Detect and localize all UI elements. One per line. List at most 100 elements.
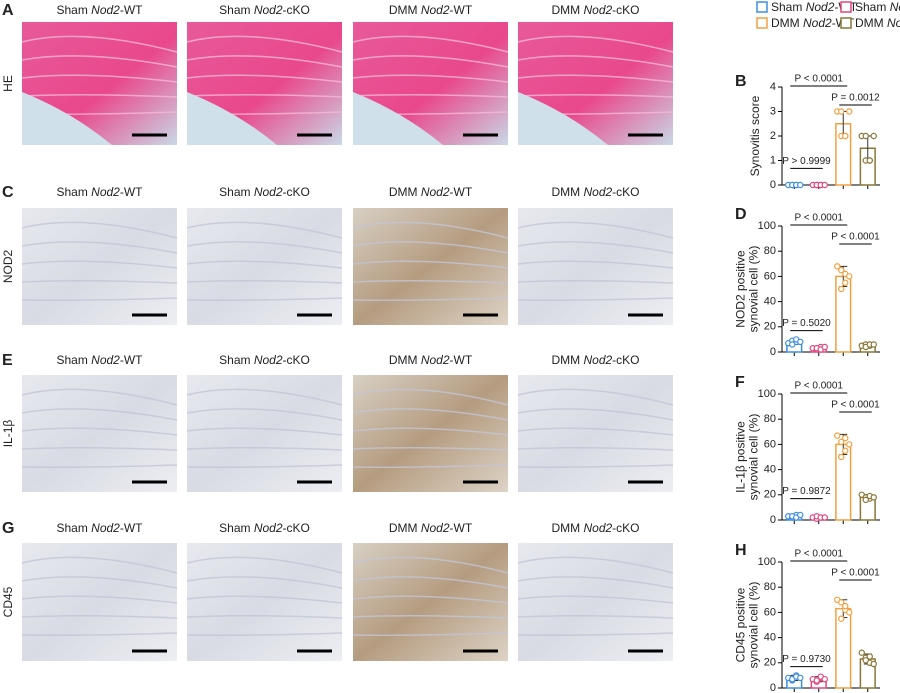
- tissue-fold: [186, 556, 343, 574]
- tissue-fold: [517, 556, 674, 574]
- tissue-fold: [186, 241, 343, 254]
- data-point: [838, 615, 845, 622]
- tissue-fold: [517, 614, 674, 619]
- micrograph: [187, 208, 342, 325]
- data-point: [846, 441, 853, 448]
- group-label: DMM Nod2-cKO: [551, 521, 639, 535]
- label-prefix: DMM: [855, 16, 887, 30]
- label-prefix: DMM: [551, 3, 583, 17]
- group-label: Sham Nod2-WT: [56, 3, 143, 17]
- label-prefix: DMM: [551, 521, 583, 535]
- label-suffix: -WT: [450, 185, 473, 199]
- data-point: [797, 674, 804, 682]
- tissue-fold: [352, 297, 509, 301]
- micrograph: [353, 208, 508, 325]
- label-suffix: -WT: [450, 3, 473, 17]
- label-prefix: Sham: [56, 3, 91, 17]
- tissue-fold: [186, 614, 343, 619]
- tissue-fold: [352, 464, 509, 468]
- data-point: [789, 341, 796, 348]
- tissue-fold: [186, 576, 343, 589]
- data-point: [838, 438, 845, 446]
- panel-letter: C: [2, 184, 14, 201]
- micrograph: [518, 208, 673, 325]
- data-point: [842, 434, 849, 442]
- p-value: P = 0.9872: [782, 486, 831, 497]
- y-tick-label: 40: [764, 464, 776, 476]
- micrograph: [22, 543, 177, 661]
- p-value: P = 0.5020: [782, 318, 831, 329]
- tissue-fold: [21, 427, 178, 436]
- group-label: Sham Nod2-WT: [56, 521, 143, 535]
- panel-letter: B: [735, 73, 747, 90]
- y-tick-label: 2: [770, 130, 776, 142]
- tissue-fold: [352, 260, 509, 269]
- gene-name: Nod2: [421, 3, 450, 17]
- joint-space: [518, 92, 608, 145]
- tissue-fold: [352, 74, 509, 83]
- data-point: [821, 514, 828, 521]
- panel-letter: E: [2, 352, 13, 369]
- stain-label: NOD2: [1, 250, 15, 284]
- joint-space: [187, 92, 277, 145]
- micrograph: [353, 543, 508, 661]
- tissue-fold: [21, 614, 178, 619]
- data-point: [797, 181, 804, 189]
- group-label: Sham Nod2-cKO: [219, 353, 310, 367]
- y-tick-label: 0: [770, 682, 776, 693]
- group-label: DMM Nod2-WT: [389, 353, 473, 367]
- y-tick-label: 20: [764, 321, 776, 333]
- gene-name: Nod2: [254, 521, 283, 535]
- tissue-fold: [517, 35, 674, 53]
- data-point: [846, 108, 853, 115]
- p-value: P < 0.0001: [795, 213, 844, 224]
- y-tick-label: 60: [764, 606, 776, 618]
- micrograph: [187, 375, 342, 492]
- tissue-fold: [21, 632, 178, 636]
- tissue-fold: [352, 279, 509, 284]
- tissue-fold: [186, 35, 343, 53]
- stain-label: IL-1β: [1, 420, 15, 448]
- y-axis-label: Synovitis score: [748, 95, 762, 176]
- data-point: [862, 657, 869, 664]
- tissue-fold: [186, 279, 343, 284]
- gene-name: Nod2: [890, 0, 900, 14]
- data-point: [834, 432, 841, 439]
- tissue-fold: [517, 93, 674, 98]
- tissue-fold: [21, 279, 178, 284]
- data-point: [834, 263, 841, 270]
- gene-name: Nod2: [91, 521, 120, 535]
- label-prefix: Sham: [855, 0, 890, 14]
- label-prefix: DMM: [389, 521, 421, 535]
- legend-swatch: [840, 1, 852, 13]
- tissue-fold: [186, 74, 343, 83]
- data-point: [821, 343, 828, 351]
- micrograph: [187, 543, 342, 661]
- group-label: DMM Nod2-WT: [389, 185, 473, 199]
- gene-name: Nod2: [254, 3, 283, 17]
- p-value: P > 0.9999: [782, 156, 831, 167]
- data-point: [870, 132, 877, 140]
- label-prefix: Sham: [56, 353, 91, 367]
- y-axis-label: CD45 positive: [734, 587, 748, 662]
- y-tick-label: 80: [764, 413, 776, 425]
- gene-name: Nod2: [91, 3, 120, 17]
- y-axis-label: IL-1β positive: [734, 421, 748, 493]
- p-value: P < 0.0001: [831, 568, 880, 579]
- panel-letter: A: [2, 2, 14, 19]
- tissue-fold: [21, 464, 178, 468]
- data-point: [870, 494, 877, 501]
- label-prefix: Sham: [219, 185, 254, 199]
- tissue-fold: [21, 93, 178, 98]
- group-label: Sham Nod2-cKO: [219, 521, 310, 535]
- gene-name: Nod2: [583, 353, 612, 367]
- y-tick-label: 100: [758, 220, 776, 232]
- y-tick-label: 20: [764, 489, 776, 501]
- tissue-fold: [517, 279, 674, 284]
- tissue-fold: [21, 595, 178, 604]
- tissue-fold: [517, 221, 674, 239]
- group-label: Sham Nod2-cKO: [855, 0, 900, 14]
- p-value: P = 0.9730: [782, 654, 831, 665]
- tissue-fold: [517, 408, 674, 421]
